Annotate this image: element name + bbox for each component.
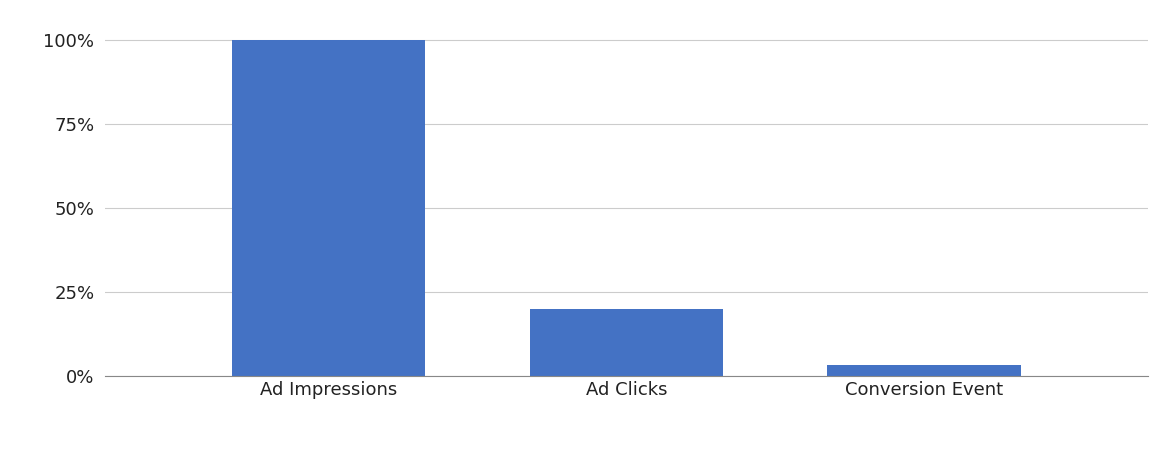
Bar [828, 364, 1021, 376]
Bar [529, 309, 724, 376]
Bar [232, 40, 425, 376]
